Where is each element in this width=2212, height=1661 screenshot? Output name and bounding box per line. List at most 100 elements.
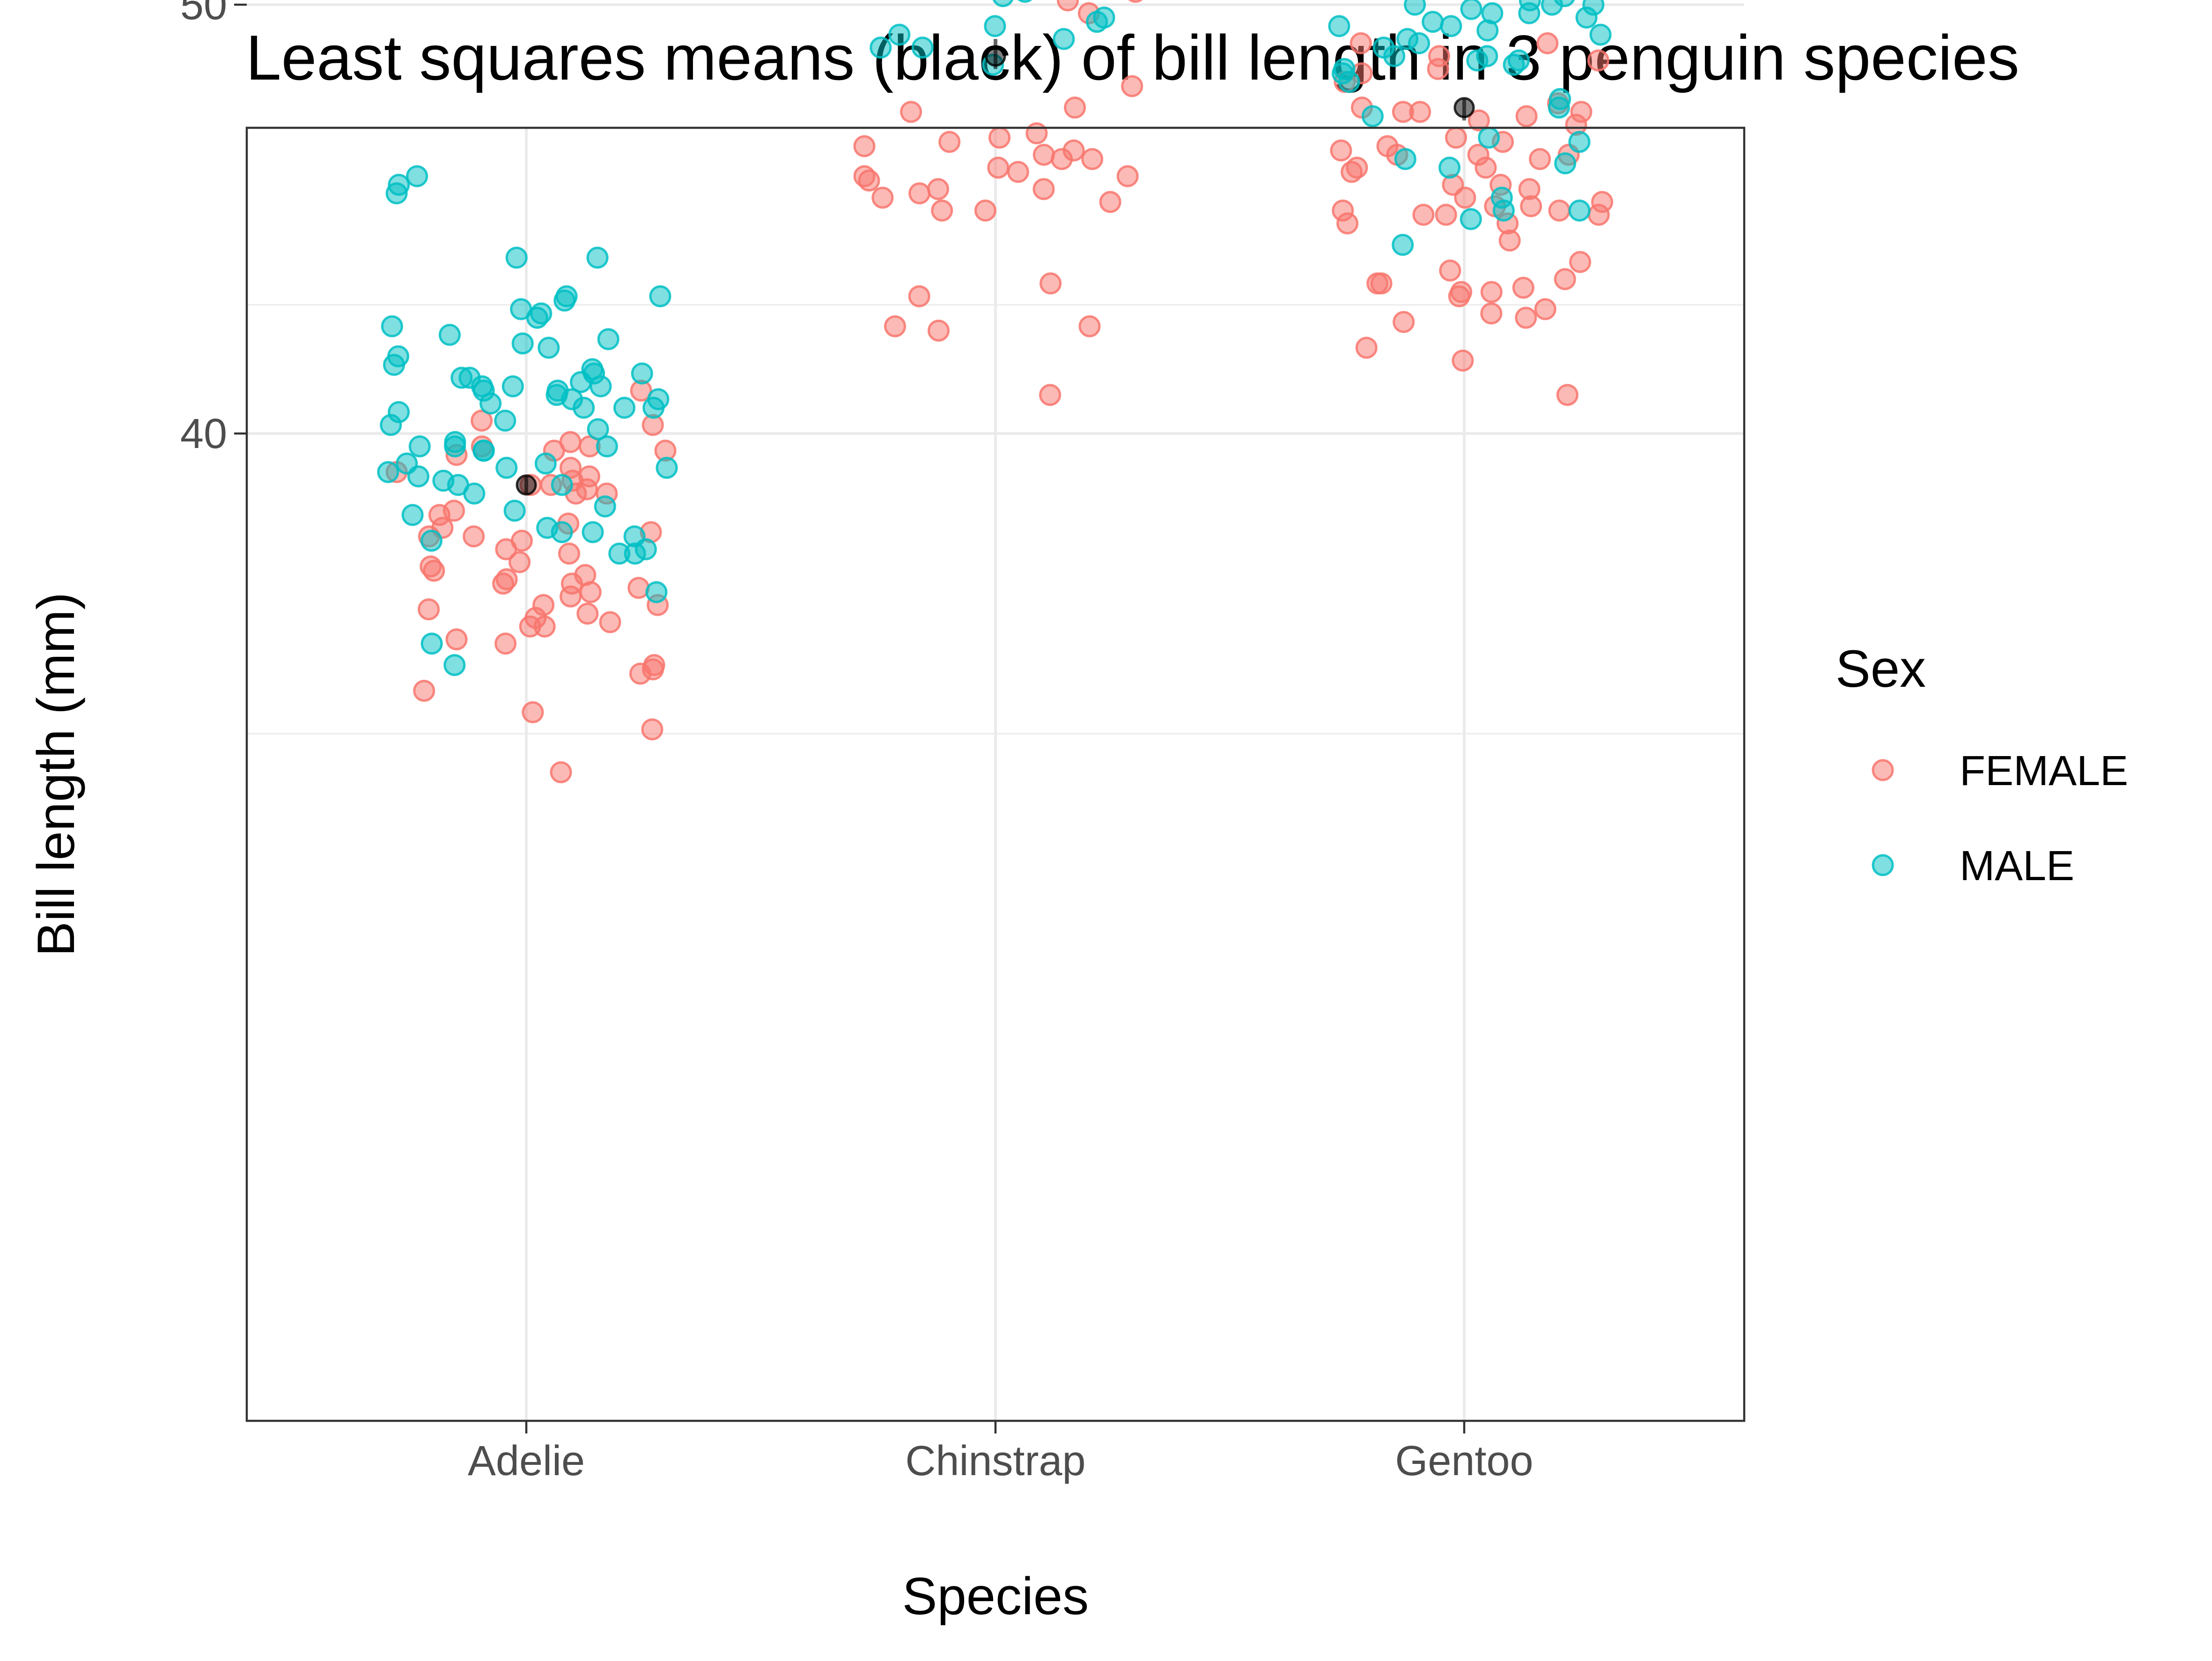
- data-point-male: [590, 375, 612, 397]
- data-point-female: [1393, 311, 1415, 333]
- data-point-female: [1548, 199, 1571, 222]
- data-point-female: [560, 585, 582, 608]
- data-point-female: [1341, 161, 1363, 183]
- data-point-male: [385, 182, 408, 205]
- data-point-female: [494, 632, 517, 655]
- data-point-male: [631, 362, 653, 385]
- legend-label-male: MALE: [1960, 843, 2074, 889]
- y-tick-label: 50: [180, 0, 227, 29]
- data-point-male: [1518, 2, 1541, 24]
- data-point-male: [1422, 11, 1444, 33]
- data-point-female: [1454, 186, 1476, 209]
- data-point-male: [1575, 7, 1598, 29]
- data-point-female: [1467, 109, 1490, 132]
- data-point-female: [1480, 281, 1503, 303]
- mean-point-adelie: [516, 474, 537, 496]
- data-point-male: [596, 435, 618, 457]
- data-point-female: [1428, 45, 1450, 67]
- x-tick-label: Adelie: [468, 1438, 585, 1485]
- data-point-female: [988, 126, 1011, 149]
- data-point-male: [1392, 234, 1414, 256]
- data-point-male: [1460, 208, 1482, 230]
- data-point-male: [1053, 28, 1075, 50]
- data-point-male: [1394, 148, 1416, 170]
- data-point-female: [1039, 384, 1062, 406]
- data-point-male: [381, 315, 403, 338]
- data-point-male: [1476, 19, 1499, 42]
- data-point-male: [586, 246, 609, 269]
- data-point-male: [649, 285, 671, 308]
- data-point-female: [1057, 0, 1079, 12]
- data-point-female: [1355, 337, 1378, 359]
- mean-point-chinstrap: [985, 45, 1006, 67]
- data-point-female: [1534, 298, 1556, 320]
- data-point-male: [1086, 11, 1108, 33]
- data-point-male: [1361, 105, 1384, 127]
- data-point-female: [1051, 148, 1073, 170]
- data-point-male: [501, 375, 524, 397]
- data-point-female: [1520, 195, 1542, 217]
- data-point-female: [1099, 191, 1121, 213]
- data-point-female: [974, 199, 996, 222]
- data-point-female: [1536, 32, 1559, 54]
- data-point-female: [987, 156, 1010, 179]
- data-point-female: [1556, 384, 1578, 406]
- data-point-male: [377, 461, 399, 483]
- data-point-male: [1460, 0, 1482, 20]
- data-point-male: [1554, 152, 1577, 175]
- data-point-female: [579, 581, 602, 603]
- data-point-female: [522, 701, 544, 723]
- data-point-female: [1587, 49, 1609, 72]
- data-point-female: [1078, 315, 1101, 338]
- data-point-female: [1370, 272, 1393, 294]
- legend: Sex FEMALE MALE: [1836, 639, 2128, 889]
- data-point-male: [450, 367, 473, 389]
- data-point-female: [1529, 148, 1551, 170]
- data-point-male: [553, 289, 576, 312]
- legend-title: Sex: [1836, 639, 1926, 698]
- data-point-male: [656, 456, 678, 479]
- data-point-male: [1383, 45, 1406, 67]
- data-point-male: [888, 23, 911, 46]
- data-point-male: [511, 332, 534, 355]
- data-point-male: [1568, 131, 1591, 153]
- data-point-female: [641, 718, 664, 741]
- data-point-male: [551, 521, 573, 544]
- data-point-male: [1404, 0, 1426, 16]
- data-point-male: [538, 337, 560, 359]
- data-point-male: [1466, 49, 1489, 72]
- data-point-female: [576, 603, 599, 625]
- data-point-female: [629, 662, 651, 685]
- data-point-female: [495, 538, 517, 560]
- data-point-male: [1492, 199, 1515, 222]
- data-point-female: [1569, 251, 1592, 273]
- data-point-male: [594, 495, 616, 518]
- x-tick-label: Chinstrap: [905, 1438, 1085, 1485]
- data-point-male: [1503, 53, 1525, 76]
- data-point-female: [413, 680, 435, 702]
- y-tick-label: 40: [180, 411, 227, 457]
- data-point-male: [582, 521, 604, 544]
- data-point-male: [1548, 96, 1570, 119]
- data-point-male: [534, 452, 557, 475]
- data-point-female: [1452, 349, 1474, 372]
- data-point-male: [993, 0, 1013, 7]
- data-point-female: [1064, 96, 1086, 119]
- data-point-male: [1438, 156, 1461, 179]
- data-point-male: [383, 353, 405, 376]
- legend-key-female: [1872, 759, 1894, 781]
- data-point-male: [401, 504, 424, 526]
- data-point-female: [1448, 285, 1470, 308]
- data-point-female: [1445, 126, 1467, 149]
- data-point-male: [587, 418, 609, 441]
- data-point-female: [627, 577, 650, 599]
- data-point-male: [1541, 0, 1563, 16]
- data-point-male: [408, 435, 431, 457]
- x-axis-title: Species: [902, 1567, 1089, 1625]
- data-point-female: [445, 628, 468, 651]
- data-point-male: [1328, 15, 1350, 37]
- data-point-male: [526, 307, 548, 329]
- data-point-male: [597, 328, 619, 350]
- data-point-female: [853, 135, 876, 157]
